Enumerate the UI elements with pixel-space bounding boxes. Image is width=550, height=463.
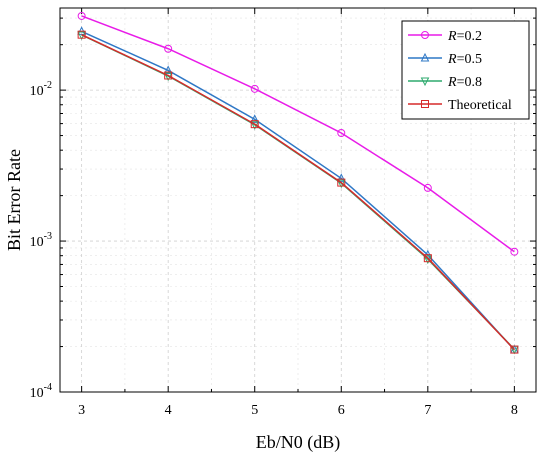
legend-marker [421,100,429,108]
legend-item: R=0.2 [408,29,482,44]
data-point [77,30,86,39]
data-point [510,345,519,354]
data-point [423,254,432,263]
data-point [77,11,86,20]
data-point [510,247,519,256]
x-tick-label: 7 [424,403,431,418]
legend-box [401,20,530,120]
grid [60,8,536,393]
legend-item: Theoretical [408,98,512,113]
legend-marker [421,31,429,39]
series-line [81,15,515,253]
y-axis-label: Bit Error Rate [4,149,24,251]
x-axis-label: Eb/N0 (dB) [256,432,341,453]
x-tick-label: 4 [165,403,172,418]
y-tick-label: 10-4 [30,382,52,401]
legend-label: R=0.8 [447,75,482,90]
legend-item: R=0.8 [408,75,482,90]
series-3 [77,30,519,354]
data-point [337,178,346,187]
data-point [337,128,346,137]
data-point [423,183,432,192]
series-group [77,11,519,355]
legend-marker [420,77,430,87]
data-point [164,44,173,53]
data-point [336,173,346,182]
y-tick-label: 10-2 [30,80,52,99]
y-tick-label: 10-3 [30,231,52,250]
data-point [250,114,260,123]
x-tick-label: 5 [251,403,258,418]
legend-label: R=0.5 [447,52,482,67]
series-line [81,30,515,351]
data-point [250,120,259,129]
legend: R=0.2 R=0.5 R=0.8 Theoretical [401,20,530,120]
x-tick-label: 8 [511,403,518,418]
data-point [250,84,259,93]
legend-item: R=0.5 [408,52,482,67]
legend-label: R=0.2 [447,29,482,44]
x-tick-label: 3 [78,403,85,418]
data-point [164,71,173,80]
x-tick-label: 6 [338,403,345,418]
legend-label: Theoretical [448,98,512,113]
legend-marker [420,52,430,62]
series-line [81,33,515,351]
series-0 [77,11,519,256]
